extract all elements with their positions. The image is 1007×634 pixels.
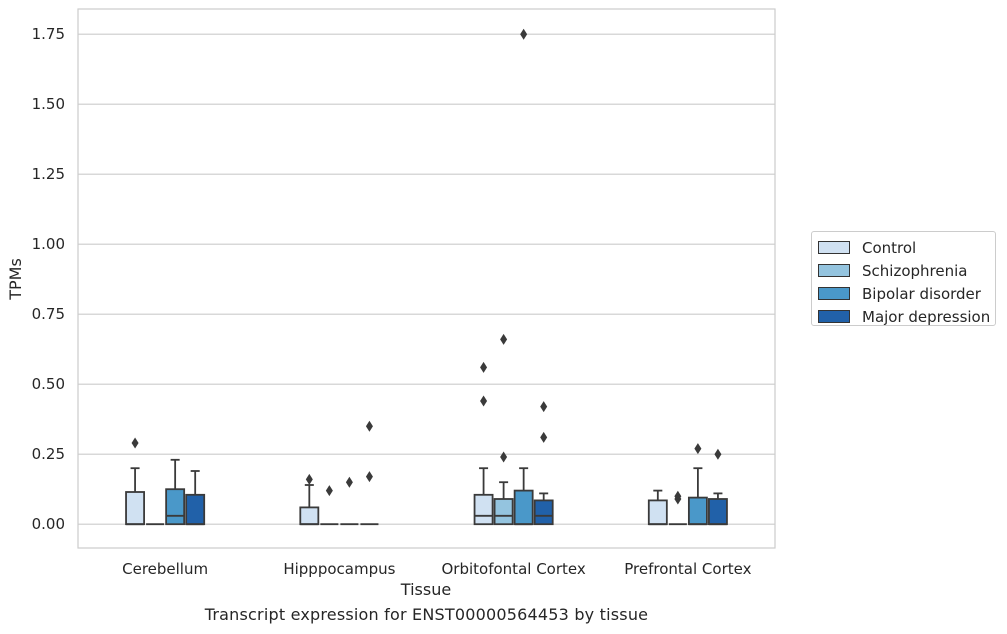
outlier-point	[480, 361, 488, 373]
outlier-point	[480, 395, 488, 407]
outlier-point	[365, 420, 373, 432]
box-control	[647, 489, 668, 526]
legend-swatch	[818, 241, 850, 254]
legend-swatch	[818, 264, 850, 277]
box-body	[125, 491, 145, 526]
box-control	[473, 467, 494, 526]
legend-swatch	[818, 310, 850, 323]
box-control	[125, 467, 145, 526]
box-schizophrenia	[493, 481, 514, 526]
box-control	[299, 484, 320, 526]
box-major-depression	[708, 492, 728, 526]
outliers	[131, 28, 722, 505]
outlier-point	[714, 448, 722, 460]
legend-item: Control	[818, 236, 989, 259]
legend-label: Control	[862, 238, 917, 257]
y-tick-label: 1.25	[32, 165, 65, 183]
legend-label: Bipolar disorder	[862, 284, 981, 303]
y-tick-label: 1.50	[32, 95, 65, 113]
y-tick-labels: 0.00 0.25 0.50 0.75 1.00 1.25 1.50 1.75	[32, 25, 65, 533]
outlier-point	[674, 490, 682, 502]
legend-item: Schizophrenia	[818, 259, 989, 282]
boxes	[125, 458, 728, 526]
outlier-point	[520, 28, 528, 40]
legend-label: Schizophrenia	[862, 261, 968, 280]
box-body	[708, 498, 728, 526]
x-tick-label: Prefrontal Cortex	[624, 560, 751, 578]
legend-swatch	[818, 287, 850, 300]
legend: Control Schizophrenia Bipolar disorder Majo…	[811, 231, 996, 326]
x-tick-label: Orbitofontal Cortex	[442, 560, 586, 578]
outlier-point	[305, 473, 313, 485]
outlier-point	[500, 333, 508, 345]
y-tick-label: 0.25	[32, 445, 65, 463]
legend-item: Major depression	[818, 305, 991, 328]
y-tick-label: 0.75	[32, 305, 65, 323]
plot-frame	[77, 8, 776, 549]
x-tick-label: Cerebellum	[122, 560, 208, 578]
grid-lines	[78, 33, 775, 525]
box-bipolar-disorder	[165, 458, 186, 526]
box-bipolar-disorder	[687, 467, 708, 526]
chart-caption: Transcript expression for ENST0000056445…	[204, 605, 649, 624]
outlier-point	[345, 476, 353, 488]
box-body	[533, 499, 554, 526]
legend-item: Bipolar disorder	[818, 282, 989, 305]
outlier-point	[500, 451, 508, 463]
outlier-point	[540, 431, 548, 443]
box-body	[647, 499, 668, 526]
outlier-point	[131, 437, 139, 449]
y-tick-label: 1.75	[32, 25, 65, 43]
outlier-point	[540, 401, 548, 413]
box-major-depression	[533, 492, 554, 526]
x-tick-label: Hipppocampus	[283, 560, 395, 578]
box-body	[185, 493, 206, 526]
y-tick-label: 0.50	[32, 375, 65, 393]
y-axis-title: TPMs	[6, 258, 25, 301]
box-body	[473, 493, 494, 526]
box-body	[165, 488, 186, 526]
box-body	[493, 498, 514, 526]
box-body	[513, 489, 534, 526]
legend-label: Major depression	[862, 307, 991, 326]
outlier-point	[694, 443, 702, 455]
box-bipolar-disorder	[513, 467, 534, 526]
y-tick-label: 1.00	[32, 235, 65, 253]
outlier-point	[365, 471, 373, 483]
x-axis-title: Tissue	[400, 580, 451, 599]
box-body	[299, 506, 320, 526]
x-tick-labels: Cerebellum Hipppocampus Orbitofontal Corte…	[122, 560, 751, 578]
box-major-depression	[185, 470, 206, 526]
y-tick-label: 0.00	[32, 515, 65, 533]
outlier-point	[325, 485, 333, 497]
box-body	[687, 496, 708, 526]
